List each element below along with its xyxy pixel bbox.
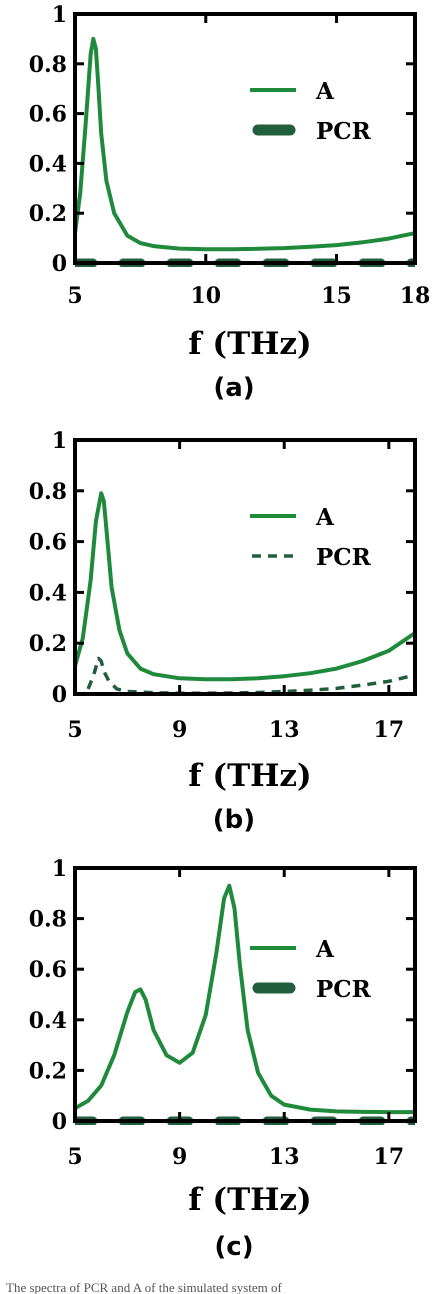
plot-frame <box>73 12 417 265</box>
panel-label: (b) <box>213 805 255 835</box>
legend-label-pcr: PCR <box>316 544 372 571</box>
x-tick-label: 13 <box>269 1144 300 1170</box>
legend-label-a: A <box>315 504 335 531</box>
y-tick-label: 0.2 <box>29 631 67 657</box>
x-tick-label: 9 <box>172 1144 187 1170</box>
y-tick-label: 0.6 <box>29 530 67 556</box>
x-tick-label: 5 <box>67 717 82 743</box>
x-tick-label: 5 <box>67 283 82 309</box>
y-tick-label: 0.8 <box>29 907 67 933</box>
x-tick-label: 5 <box>67 1144 82 1170</box>
y-tick-label: 0.2 <box>29 201 67 227</box>
x-tick-label: 9 <box>172 717 187 743</box>
y-tick-label: 0.6 <box>29 102 67 128</box>
y-tick-label: 0 <box>52 251 67 277</box>
y-tick-label: 0.4 <box>29 151 67 177</box>
legend-label-a: A <box>315 78 335 105</box>
x-tick-label: 13 <box>269 717 300 743</box>
y-tick-label: 0.8 <box>29 479 67 505</box>
series-a-line <box>75 36 415 252</box>
x-axis-label: f (THz) <box>188 1182 311 1218</box>
y-tick-label: 1 <box>52 856 67 882</box>
y-tick-label: 0 <box>52 682 67 708</box>
panel-label: (c) <box>214 1232 253 1262</box>
legend-label-a: A <box>315 936 335 963</box>
series-a-line <box>75 883 415 1115</box>
y-tick-label: 0.8 <box>29 52 67 78</box>
y-tick-label: 1 <box>52 428 67 454</box>
x-tick-label: 10 <box>190 283 221 309</box>
y-tick-label: 0.4 <box>29 580 67 606</box>
x-tick-label: 18 <box>400 283 431 309</box>
x-axis-label: f (THz) <box>188 758 311 794</box>
x-tick-label: 17 <box>374 717 405 743</box>
y-tick-label: 0 <box>52 1109 67 1135</box>
y-tick-label: 1 <box>52 2 67 28</box>
chart-panel-2: 0 0.2 0.4 0.6 0.8 1 5 9 13 17 f (THz) A PCR (b) <box>29 428 417 835</box>
x-axis-label: f (THz) <box>188 326 311 362</box>
plot-frame <box>73 866 417 1123</box>
legend-label-pcr: PCR <box>316 976 372 1003</box>
series-a-line <box>75 491 415 682</box>
figure-caption: The spectra of PCR and A of the simulate… <box>6 1280 283 1294</box>
panel-label: (a) <box>213 373 254 403</box>
y-tick-label: 0.6 <box>29 957 67 983</box>
legend-label-pcr: PCR <box>316 118 372 145</box>
y-tick-label: 0.2 <box>29 1058 67 1084</box>
x-tick-label: 17 <box>374 1144 405 1170</box>
chart-panel-3: 0 0.2 0.4 0.6 0.8 1 5 9 13 17 f (THz) A PCR (c) <box>29 856 417 1262</box>
x-tick-label: 15 <box>321 283 352 309</box>
plot-frame <box>73 438 417 696</box>
y-tick-label: 0.4 <box>29 1008 67 1034</box>
